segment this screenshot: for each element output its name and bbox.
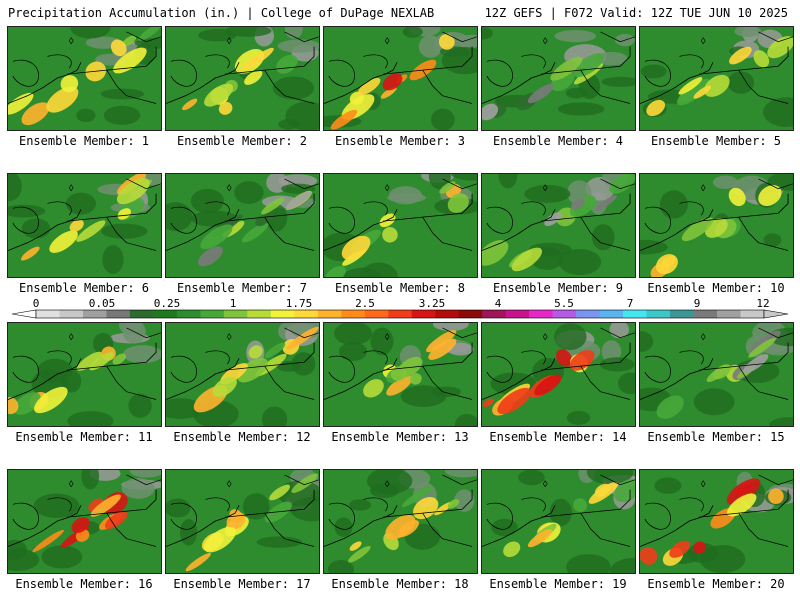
member-map-panel	[7, 469, 162, 574]
member-map-panel	[481, 26, 636, 131]
member-map-panel	[323, 469, 478, 574]
colorbar-tick-label: 9	[693, 297, 701, 310]
member-label: Ensemble Member: 9	[492, 281, 624, 295]
run-valid-time: 12Z GEFS | F072 Valid: 12Z TUE JUN 10 20…	[484, 6, 788, 20]
member-label: Ensemble Member: 4	[492, 134, 624, 148]
member-map-panel	[639, 469, 794, 574]
member-label: Ensemble Member: 5	[650, 134, 782, 148]
member-map-panel	[323, 173, 478, 278]
colorbar-tick-label: 0.05	[88, 297, 116, 310]
member-label: Ensemble Member: 20	[647, 577, 785, 591]
colorbar-swatch	[200, 310, 225, 318]
colorbar-tick-label: 2.5	[355, 297, 375, 310]
colorbar-swatch	[270, 310, 295, 318]
colorbar-swatch	[435, 310, 460, 318]
colorbar-swatch	[176, 310, 201, 318]
colorbar-swatch	[153, 310, 178, 318]
colorbar-swatch	[247, 310, 272, 318]
colorbar-swatch	[82, 310, 107, 318]
member-map-panel	[7, 26, 162, 131]
precipitation-colorbar	[11, 309, 789, 319]
map-title: Precipitation Accumulation (in.) | Colle…	[8, 6, 435, 20]
colorbar-swatch	[317, 310, 342, 318]
colorbar-swatch	[59, 310, 84, 318]
colorbar-swatch	[106, 310, 131, 318]
colorbar-tick-label: 0.25	[153, 297, 181, 310]
member-map-panel	[165, 26, 320, 131]
colorbar-swatch	[458, 310, 483, 318]
member-label: Ensemble Member: 7	[176, 281, 308, 295]
member-map-panel	[481, 322, 636, 427]
member-label: Ensemble Member: 16	[15, 577, 153, 591]
colorbar-swatch	[646, 310, 671, 318]
member-map-panel	[639, 173, 794, 278]
member-map-panel	[323, 322, 478, 427]
member-label: Ensemble Member: 17	[173, 577, 311, 591]
member-label: Ensemble Member: 6	[18, 281, 150, 295]
member-map-panel	[639, 26, 794, 131]
colorbar-swatch	[670, 310, 695, 318]
member-label: Ensemble Member: 13	[331, 430, 469, 444]
colorbar-swatch	[223, 310, 248, 318]
member-map-panel	[165, 322, 320, 427]
colorbar-swatch	[341, 310, 366, 318]
colorbar-tick-label: 4	[494, 297, 502, 310]
colorbar-swatch	[717, 310, 742, 318]
colorbar-swatch	[623, 310, 648, 318]
colorbar-swatch	[364, 310, 389, 318]
colorbar-swatch	[411, 310, 436, 318]
colorbar-swatch	[693, 310, 718, 318]
member-map-panel	[481, 173, 636, 278]
colorbar-tick-label: 3.25	[418, 297, 446, 310]
member-label: Ensemble Member: 1	[18, 134, 150, 148]
colorbar-swatch	[576, 310, 601, 318]
member-label: Ensemble Member: 14	[489, 430, 627, 444]
colorbar-tick-label: 0	[32, 297, 40, 310]
member-label: Ensemble Member: 19	[489, 577, 627, 591]
member-label: Ensemble Member: 11	[15, 430, 153, 444]
colorbar-tick-label: 12	[756, 297, 770, 310]
colorbar-swatch	[294, 310, 319, 318]
member-label: Ensemble Member: 15	[647, 430, 785, 444]
member-map-panel	[7, 173, 162, 278]
colorbar-swatch	[599, 310, 624, 318]
member-label: Ensemble Member: 18	[331, 577, 469, 591]
colorbar-swatch	[505, 310, 530, 318]
colorbar-swatch	[482, 310, 507, 318]
colorbar-swatch	[740, 310, 765, 318]
member-label: Ensemble Member: 10	[647, 281, 785, 295]
colorbar-tick-label: 5.5	[554, 297, 574, 310]
member-map-panel	[639, 322, 794, 427]
member-map-panel	[481, 469, 636, 574]
member-map-panel	[323, 26, 478, 131]
member-map-panel	[165, 173, 320, 278]
member-label: Ensemble Member: 12	[173, 430, 311, 444]
colorbar-tick-label: 7	[626, 297, 634, 310]
colorbar-tick-label: 1.75	[285, 297, 313, 310]
colorbar-tick-label: 1	[229, 297, 237, 310]
colorbar-swatch	[529, 310, 554, 318]
member-map-panel	[165, 469, 320, 574]
colorbar-swatch	[129, 310, 154, 318]
member-label: Ensemble Member: 3	[334, 134, 466, 148]
member-label: Ensemble Member: 2	[176, 134, 308, 148]
colorbar-swatch	[552, 310, 577, 318]
colorbar-swatch	[388, 310, 413, 318]
member-map-panel	[7, 322, 162, 427]
member-label: Ensemble Member: 8	[334, 281, 466, 295]
colorbar-swatch	[36, 310, 60, 318]
